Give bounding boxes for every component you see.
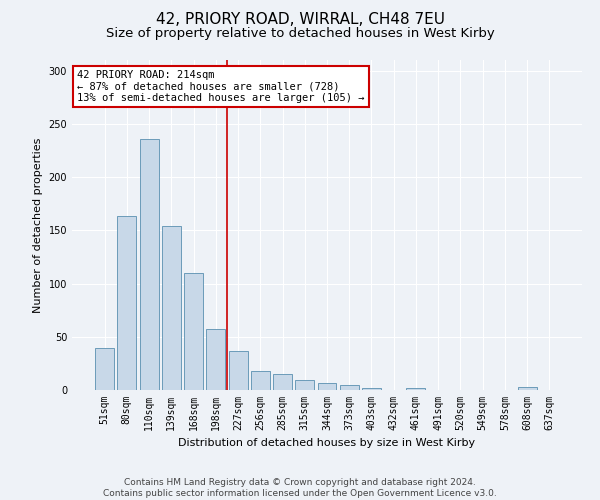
Bar: [518, 387, 536, 390]
Bar: [251, 371, 270, 390]
Bar: [273, 374, 292, 390]
Text: Contains HM Land Registry data © Crown copyright and database right 2024.
Contai: Contains HM Land Registry data © Crown c…: [103, 478, 497, 498]
Bar: [162, 226, 181, 390]
Bar: [340, 384, 359, 390]
Bar: [229, 350, 248, 390]
Bar: [362, 388, 381, 390]
Y-axis label: Number of detached properties: Number of detached properties: [33, 138, 43, 312]
Bar: [317, 382, 337, 390]
Text: Size of property relative to detached houses in West Kirby: Size of property relative to detached ho…: [106, 28, 494, 40]
Bar: [295, 380, 314, 390]
Text: 42, PRIORY ROAD, WIRRAL, CH48 7EU: 42, PRIORY ROAD, WIRRAL, CH48 7EU: [155, 12, 445, 28]
Bar: [184, 273, 203, 390]
Text: 42 PRIORY ROAD: 214sqm
← 87% of detached houses are smaller (728)
13% of semi-de: 42 PRIORY ROAD: 214sqm ← 87% of detached…: [77, 70, 365, 103]
Bar: [206, 330, 225, 390]
Bar: [406, 388, 425, 390]
X-axis label: Distribution of detached houses by size in West Kirby: Distribution of detached houses by size …: [178, 438, 476, 448]
Bar: [118, 216, 136, 390]
Bar: [140, 139, 158, 390]
Bar: [95, 348, 114, 390]
